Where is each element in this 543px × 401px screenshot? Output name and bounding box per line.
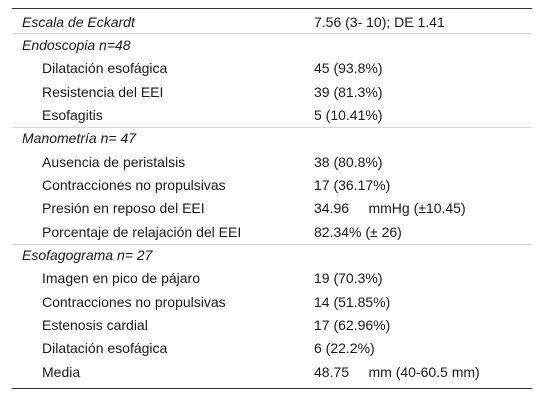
row-value: 38 (80.8%): [314, 153, 383, 170]
section-title: Manometría n= 47: [22, 130, 137, 147]
row-value: 45 (93.8%): [314, 60, 383, 77]
bottom-rule: [12, 388, 532, 389]
row-value: 14 (51.85%): [314, 293, 391, 310]
section-value: 7.56 (3- 10); DE 1.41: [314, 13, 445, 30]
row-label: Porcentaje de relajación del EEI: [42, 223, 242, 240]
section-title: Esofagograma n= 27: [22, 247, 153, 263]
row-label: Ausencia de peristalsis: [42, 153, 186, 170]
section-title: Endoscopia n=48: [22, 36, 131, 53]
row-value: 19 (70.3%): [314, 270, 383, 287]
row-label: Resistencia del EEI: [42, 83, 164, 100]
row-label: Esofagitis: [42, 106, 103, 123]
section-separator: [12, 126, 532, 128]
row-label: Imagen en pico de pájaro: [42, 270, 200, 287]
row-label: Media: [42, 363, 81, 380]
row-value: 34.96 mmHg (±10.45): [314, 200, 466, 217]
row-label: Dilatación esofágica: [42, 340, 168, 357]
row-label: Estenosis cardial: [42, 317, 148, 334]
row-value: 39 (81.3%): [314, 83, 383, 100]
row-label: Contracciones no propulsivas: [42, 176, 226, 193]
row-value: 6 (22.2%): [314, 340, 375, 357]
section-separator: [12, 33, 532, 35]
row-value: 48.75 mm (40-60.5 mm): [314, 363, 480, 380]
row-label: Presión en reposo del EEI: [42, 200, 205, 217]
row-value: 17 (62.96%): [314, 317, 391, 334]
row-label: Contracciones no propulsivas: [42, 293, 226, 310]
top-rule: [12, 8, 532, 9]
row-label: Dilatación esofágica: [42, 60, 168, 77]
section-separator: [12, 243, 532, 245]
row-value: 5 (10.41%): [314, 106, 383, 123]
row-value: 17 (36.17%): [314, 176, 391, 193]
row-value: 82.34% (± 26): [314, 223, 402, 240]
section-title: Escala de Eckardt: [22, 13, 135, 30]
